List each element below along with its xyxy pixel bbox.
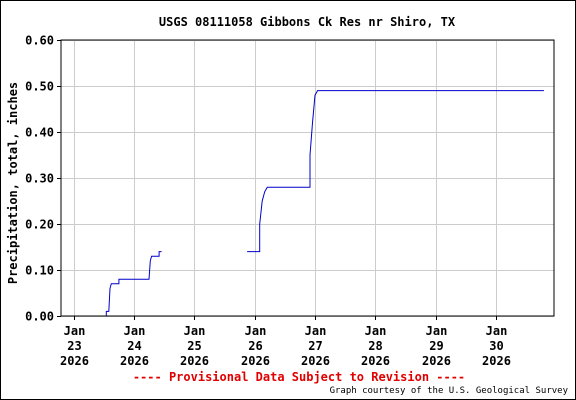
x-tick-year: 2026 — [422, 354, 451, 368]
x-tick-year: 2026 — [60, 354, 89, 368]
provisional-notice: ---- Provisional Data Subject to Revisio… — [133, 370, 465, 384]
x-tick-day: 27 — [308, 339, 322, 353]
x-tick-year: 2026 — [301, 354, 330, 368]
x-tick-day: 25 — [187, 339, 201, 353]
series-lines — [61, 90, 544, 317]
plot-border — [60, 39, 555, 317]
x-tick-month: Jan — [365, 324, 387, 338]
x-tick-day: 24 — [127, 339, 141, 353]
y-tick-label: 0.10 — [25, 264, 54, 278]
x-tick-year: 2026 — [120, 354, 149, 368]
x-tick-year: 2026 — [361, 354, 390, 368]
grid-lines — [61, 40, 554, 317]
usgs-credit: Graph courtesy of the U.S. Geological Su… — [330, 386, 569, 396]
x-tick-day: 23 — [67, 339, 81, 353]
y-axis-ticks: 0.00 0.10 0.20 0.30 0.40 0.50 0.60 — [25, 34, 61, 324]
y-tick-label: 0.40 — [25, 126, 54, 140]
x-tick-day: 29 — [429, 339, 443, 353]
x-tick-day: 28 — [368, 339, 382, 353]
x-tick-month: Jan — [184, 324, 206, 338]
precip-series-line — [247, 90, 544, 253]
x-tick-year: 2026 — [241, 354, 270, 368]
y-tick-label: 0.60 — [25, 34, 54, 48]
x-tick-month: Jan — [305, 324, 327, 338]
y-tick-label: 0.20 — [25, 218, 54, 232]
precip-series-line — [61, 251, 162, 317]
x-tick-year: 2026 — [482, 354, 511, 368]
x-tick-month: Jan — [245, 324, 267, 338]
x-tick-day: 30 — [489, 339, 503, 353]
x-axis-ticks: Jan232026Jan242026Jan252026Jan262026Jan2… — [60, 316, 511, 368]
x-tick-month: Jan — [486, 324, 508, 338]
x-tick-month: Jan — [426, 324, 448, 338]
chart-title: USGS 08111058 Gibbons Ck Res nr Shiro, T… — [159, 15, 456, 29]
x-tick-month: Jan — [64, 324, 86, 338]
y-tick-label: 0.30 — [25, 172, 54, 186]
y-tick-label: 0.50 — [25, 80, 54, 94]
y-axis-label: Precipitation, total, inches — [6, 82, 20, 284]
x-tick-month: Jan — [124, 324, 146, 338]
x-tick-year: 2026 — [180, 354, 209, 368]
y-tick-label: 0.00 — [25, 310, 54, 324]
x-tick-day: 26 — [248, 339, 262, 353]
